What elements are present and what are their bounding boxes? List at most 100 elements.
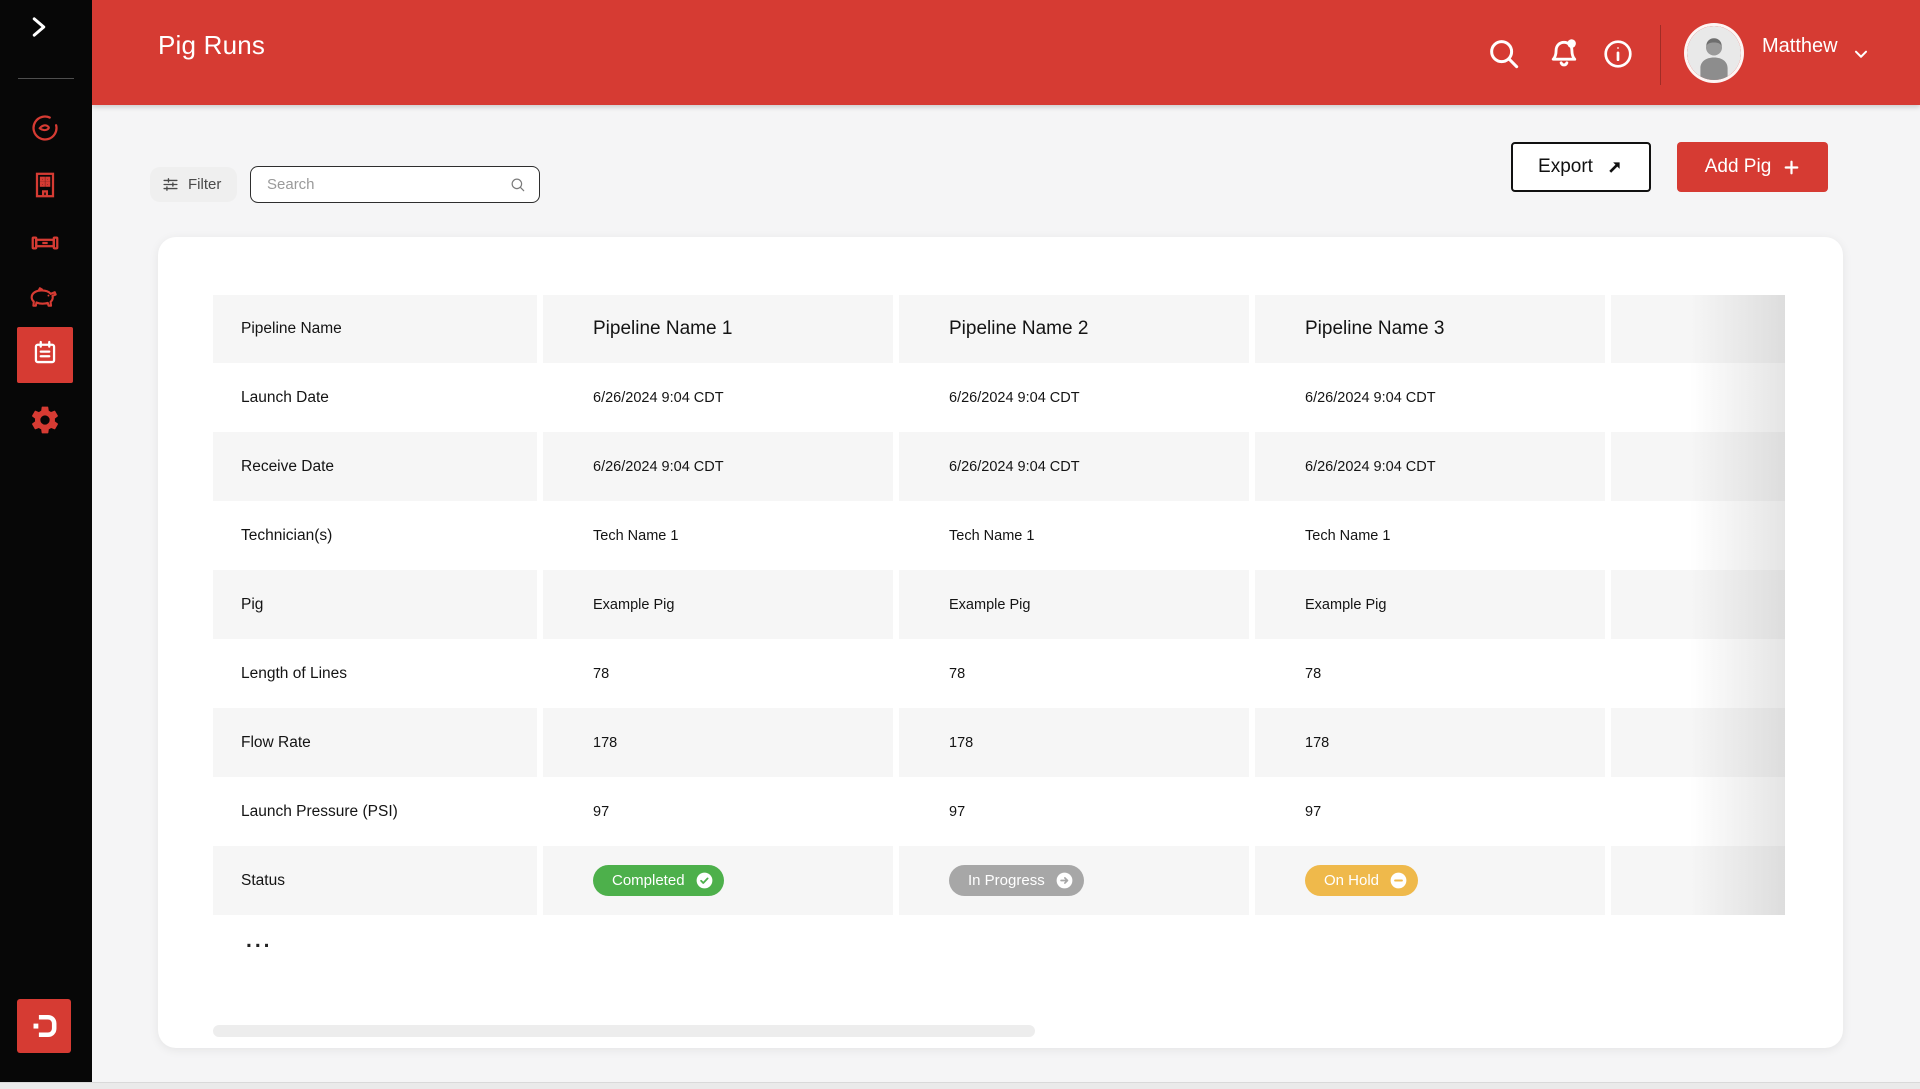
sidebar-item-dashboard[interactable] xyxy=(28,113,62,147)
status-badge-label: In Progress xyxy=(968,872,1045,889)
empty-cell xyxy=(1611,295,1785,363)
notifications-button[interactable] xyxy=(1544,35,1584,75)
status-badge-label: Completed xyxy=(612,872,685,889)
data-cell: 6/26/2024 9:04 CDT xyxy=(1305,389,1436,406)
empty-cell xyxy=(1611,432,1785,501)
data-cell: Tech Name 1 xyxy=(1305,527,1391,544)
row-label: Status xyxy=(213,846,537,915)
empty-cell xyxy=(1611,777,1785,846)
export-button-label: Export xyxy=(1538,156,1593,177)
row-label: Pig xyxy=(213,570,537,639)
search-button[interactable] xyxy=(1484,35,1524,75)
table-row: Pig Example Pig Example Pig Example Pig xyxy=(213,570,1785,639)
column-header-cell: Pipeline Name 2 xyxy=(899,295,1249,363)
sidebar-item-pigs[interactable] xyxy=(28,283,62,317)
sidebar xyxy=(0,0,92,1082)
sidebar-item-pipelines[interactable] xyxy=(28,228,62,262)
data-cell: 6/26/2024 9:04 CDT xyxy=(543,432,893,501)
table-row: Receive Date 6/26/2024 9:04 CDT 6/26/2024 … xyxy=(213,432,1785,501)
window-bottom-strip xyxy=(0,1082,1920,1089)
header-divider xyxy=(1660,25,1661,85)
search-icon xyxy=(1485,35,1523,76)
filter-button[interactable]: Filter xyxy=(150,167,238,202)
arrow-right-circle-icon xyxy=(1056,872,1073,889)
table-row: Launch Date 6/26/2024 9:04 CDT 6/26/2024 9… xyxy=(213,363,1785,432)
avatar[interactable] xyxy=(1687,26,1741,80)
chevron-down-icon xyxy=(1850,43,1872,68)
empty-cell xyxy=(1611,570,1785,639)
empty-cell xyxy=(1611,846,1785,915)
data-cell: 178 xyxy=(543,708,893,777)
sidebar-item-settings[interactable] xyxy=(28,405,62,439)
table-row: Technician(s) Tech Name 1 Tech Name 1 Tech … xyxy=(213,501,1785,570)
clipboard-icon xyxy=(29,337,61,374)
column-header-cell: Pipeline Name 1 xyxy=(543,295,893,363)
empty-cell xyxy=(1611,363,1785,432)
data-cell: 6/26/2024 9:04 CDT xyxy=(899,432,1249,501)
empty-cell xyxy=(1611,501,1785,570)
pipe-icon xyxy=(29,227,61,264)
data-cell: 6/26/2024 9:04 CDT xyxy=(593,389,724,406)
pig-runs-card: Pipeline Name Pipeline Name 1 Pipeline Nam… xyxy=(158,237,1843,1048)
gear-icon xyxy=(29,404,61,441)
data-cell: Example Pig xyxy=(899,570,1249,639)
data-cell: Tech Name 1 xyxy=(593,527,679,544)
table-row: Pipeline Name Pipeline Name 1 Pipeline Nam… xyxy=(213,295,1785,363)
export-button[interactable]: Export xyxy=(1511,142,1651,192)
notification-dot xyxy=(1567,38,1576,48)
row-label: Receive Date xyxy=(213,432,537,501)
empty-cell xyxy=(1611,708,1785,777)
column-header-cell: Pipeline Name 3 xyxy=(1255,295,1605,363)
status-badge-label: On Hold xyxy=(1324,872,1380,889)
data-cell: 178 xyxy=(899,708,1249,777)
data-cell: Example Pig xyxy=(1255,570,1605,639)
data-cell: 97 xyxy=(1305,803,1322,820)
search-input-icon xyxy=(509,176,527,194)
status-badge: Completed xyxy=(593,865,724,896)
data-cell: 78 xyxy=(1305,665,1322,682)
horizontal-scrollbar-thumb[interactable] xyxy=(213,1025,1035,1037)
data-cell: Example Pig xyxy=(543,570,893,639)
empty-cell xyxy=(1611,639,1785,708)
table-row: Length of Lines 78 78 78 xyxy=(213,639,1785,708)
notifications-icon xyxy=(1545,35,1583,76)
info-icon xyxy=(1600,36,1636,75)
gauge-icon xyxy=(29,112,61,149)
row-label: Flow Rate xyxy=(213,708,537,777)
add-pig-button[interactable]: Add Pig xyxy=(1677,142,1828,192)
table-row: Status Completed In Progress On Hold xyxy=(213,846,1785,915)
building-icon xyxy=(29,169,61,206)
status-badge: On Hold xyxy=(1305,865,1419,896)
filter-sliders-icon xyxy=(162,176,179,193)
status-cell: Completed xyxy=(543,846,893,915)
user-menu-button[interactable] xyxy=(1844,38,1878,72)
add-pig-button-label: Add Pig xyxy=(1704,156,1772,177)
table-row: Launch Pressure (PSI) 97 97 97 xyxy=(213,777,1785,846)
plus-icon xyxy=(1783,159,1800,176)
row-label: Length of Lines xyxy=(241,664,348,682)
data-cell: 6/26/2024 9:04 CDT xyxy=(1255,432,1605,501)
sidebar-divider xyxy=(18,78,74,79)
pigrun-table-rows: Pipeline Name Pipeline Name 1 Pipeline Nam… xyxy=(213,295,1785,915)
status-cell: On Hold xyxy=(1255,846,1605,915)
data-cell: 6/26/2024 9:04 CDT xyxy=(949,389,1080,406)
row-label: Launch Pressure (PSI) xyxy=(241,802,398,820)
row-label: Technician(s) xyxy=(241,526,333,544)
search-input[interactable] xyxy=(265,175,509,194)
data-cell: 178 xyxy=(1255,708,1605,777)
data-cell: 97 xyxy=(593,803,610,820)
page-title: Pig Runs xyxy=(158,30,266,60)
status-badge: In Progress xyxy=(949,865,1084,896)
data-cell: 78 xyxy=(593,665,610,682)
brand-logo xyxy=(17,999,71,1053)
sidebar-item-pig-runs[interactable] xyxy=(17,327,73,383)
pig-runs-table: Pipeline Name Pipeline Name 1 Pipeline Nam… xyxy=(213,295,1785,915)
sidebar-item-facilities[interactable] xyxy=(28,170,62,204)
top-header: Pig Runs xyxy=(92,0,1920,105)
user-name[interactable]: Matthew xyxy=(1762,35,1838,57)
pig-icon xyxy=(29,282,61,319)
info-button[interactable] xyxy=(1598,35,1638,75)
filter-button-label: Filter xyxy=(188,176,222,193)
sidebar-expand-button[interactable] xyxy=(22,12,54,44)
